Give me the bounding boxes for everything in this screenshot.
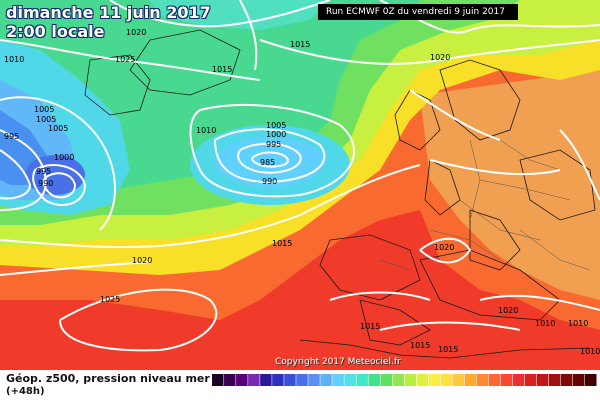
scale-swatch [296,374,308,386]
scale-swatch [332,374,344,386]
isobar-label: 1020 [498,306,518,315]
scale-swatch [212,374,224,386]
isobar-label: 1010 [4,55,24,64]
scale-swatch [476,374,489,386]
isobar-label: 1010 [568,319,588,328]
scale-swatch [320,374,332,386]
legend-subtitle: (+48h) [6,386,45,397]
zone-low-core [25,155,85,195]
legend-title: Géop. z500, pression niveau mer [6,372,210,385]
isobar-label: 1010 [196,126,216,135]
zone-cyan-north [150,0,330,30]
isobar-label: 1020 [126,28,146,37]
scale-swatch [548,374,561,386]
scale-swatch [272,374,284,386]
copyright-text: Copyright 2017 Meteociel.fr [275,357,401,367]
isobars [0,0,600,352]
scale-swatch [452,374,465,386]
scale-swatch [284,374,296,386]
scale-swatch [224,374,236,386]
scale-swatch [368,374,380,386]
run-info-label: Run ECMWF 0Z du vendredi 9 juin 2017 [318,4,518,20]
scale-swatch [248,374,260,386]
isobar-label: 1020 [430,53,450,62]
forecast-date: dimanche 11 juin 2017 [6,3,211,22]
scale-swatch [500,374,513,386]
scale-swatch [392,374,404,386]
forecast-time: 2:00 locale [6,22,105,41]
scale-swatch [344,374,356,386]
isobar-label: 1000 [54,153,74,162]
scale-swatch [308,374,320,386]
scale-swatch [380,374,392,386]
scale-swatch [584,374,597,386]
scale-swatch [524,374,537,386]
isobar-label: 990 [262,177,277,186]
isobar-label: 1025 [115,55,135,64]
isobar-label: 1015 [438,345,458,354]
scale-swatch [512,374,525,386]
isobar-label: 990 [38,179,53,188]
isobar-label: 1025 [100,295,120,304]
isobar-label: 1000 [266,130,286,139]
isobar-label: 1005 [36,115,56,124]
isobar-label: 1020 [434,243,454,252]
isobar-label: 1020 [132,256,152,265]
isobar-label: 985 [260,158,275,167]
isobar-label: 995 [266,140,281,149]
isobar-label: 995 [4,132,19,141]
color-scale [212,374,597,386]
isobar-label: 1015 [212,65,232,74]
isobar-label: 1005 [266,121,286,130]
scale-swatch [356,374,368,386]
scale-swatch [236,374,248,386]
isobar-label: 1005 [34,105,54,114]
scale-swatch [572,374,585,386]
scale-swatch [416,374,429,386]
isobar-label: 1015 [290,40,310,49]
isobar-label: 1015 [272,239,292,248]
country-borders [379,139,591,271]
scale-swatch [560,374,573,386]
scale-swatch [488,374,501,386]
scale-swatch [428,374,441,386]
isobar-label: 1010 [535,319,555,328]
isobar-labels: 1020 1025 1015 1010 1020 1015 1005 1005 … [4,28,600,356]
weather-map: 1020 1025 1015 1010 1020 1015 1005 1005 … [0,0,600,370]
scale-swatch [464,374,477,386]
scale-swatch [440,374,453,386]
legend-footer: Géop. z500, pression niveau mer (+48h) [0,370,600,400]
isobar-label: 1015 [360,322,380,331]
isobar-label: 1010 [580,347,600,356]
isobar-label: 1015 [410,341,430,350]
scale-swatch [536,374,549,386]
isobar-label: 1005 [48,124,68,133]
scale-swatch [404,374,417,386]
scale-swatch [260,374,272,386]
isobar-label: 995 [36,167,51,176]
